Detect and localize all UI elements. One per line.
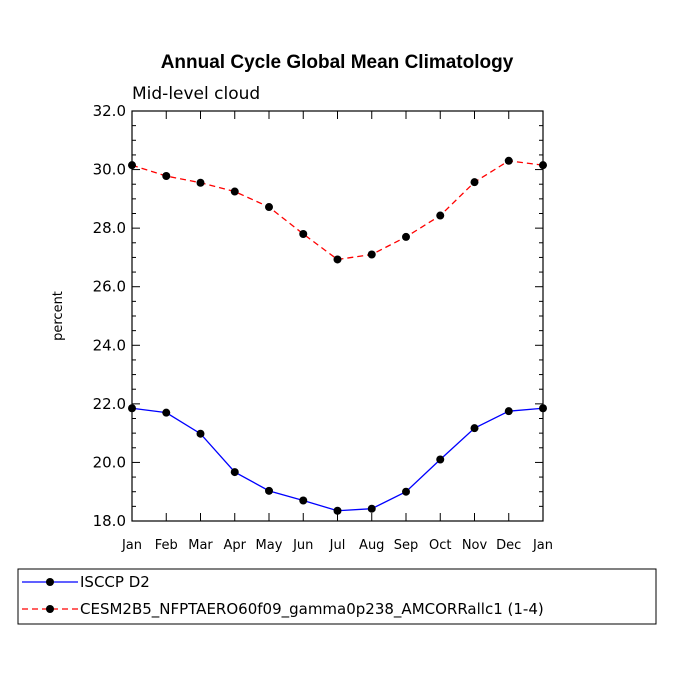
x-tick-label: Mar [188,538,213,553]
data-point [367,504,376,513]
x-tick-label: Oct [429,538,451,553]
legend-label: CESM2B5_NFPTAERO60f09_gamma0p238_AMCORRa… [80,600,544,619]
y-tick-label: 30.0 [93,161,126,179]
data-point [299,496,308,505]
data-point [128,161,136,170]
data-point [265,486,273,495]
data-point [162,172,171,181]
data-point [402,232,410,241]
data-point [504,407,513,416]
data-point [333,506,342,515]
x-tick-label: Aug [359,538,384,553]
data-point [196,429,205,438]
data-point [230,468,239,477]
x-tick-label: Jan [121,538,142,553]
legend-marker [46,578,54,586]
data-point [470,424,479,433]
x-tick-label: Dec [496,538,521,553]
data-point [539,404,547,413]
data-point [230,187,239,196]
y-axis-label: percent [51,291,66,341]
data-point [333,255,342,264]
data-point [470,178,479,187]
data-point [299,230,308,238]
legend-marker [46,605,54,613]
y-tick-label: 22.0 [93,395,126,413]
series-line-2 [131,160,544,261]
y-tick-label: 20.0 [93,453,126,471]
data-point [539,161,547,170]
chart-subtitle: Mid-level cloud [132,84,260,104]
data-point [402,487,410,496]
x-tick-label: May [256,538,283,553]
x-tick-label: Feb [155,538,178,553]
y-tick-label: 26.0 [93,278,126,296]
legend-label: ISCCP D2 [80,573,150,591]
data-point [196,178,205,187]
data-point [265,203,273,212]
chart-title: Annual Cycle Global Mean Climatology [161,52,514,73]
x-tick-label: Jan [532,538,553,553]
data-point [436,211,445,220]
x-tick-label: Jul [329,538,346,553]
x-tick-label: Sep [394,538,419,553]
y-tick-label: 32.0 [93,102,126,120]
x-tick-label: Nov [462,538,488,553]
plot-frame [131,110,544,522]
y-tick-label: 24.0 [93,336,126,354]
y-tick-label: 28.0 [93,219,126,237]
data-point [162,408,171,417]
x-tick-label: Jun [292,538,313,553]
x-tick-label: Apr [224,538,247,553]
y-tick-label: 18.0 [93,512,126,530]
data-point [367,250,376,259]
data-point [128,404,136,413]
legend-box [17,568,657,625]
data-point [504,156,513,165]
data-point [436,455,445,464]
series-line-1 [131,407,544,512]
